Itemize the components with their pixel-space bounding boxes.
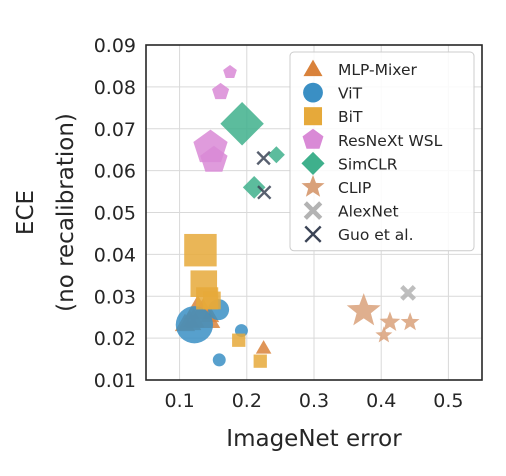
data-point <box>184 234 216 266</box>
x-tick-label: 0.1 <box>164 390 194 412</box>
data-point <box>223 65 237 78</box>
y-axis-label-line: (no recalibration) <box>53 113 79 312</box>
x-axis-label: ImageNet error <box>226 426 402 452</box>
y-axis-label: ECE (no recalibration) <box>13 113 79 312</box>
data-point <box>347 293 381 325</box>
legend-label: ViT <box>338 85 363 103</box>
y-tick-label: 0.07 <box>94 119 136 141</box>
y-tick-labels: 0.01 0.02 0.03 0.04 0.05 0.06 0.07 0.08 0.09 <box>94 35 136 392</box>
legend-label: CLIP <box>338 179 371 197</box>
data-point <box>232 334 245 347</box>
y-tick-label: 0.06 <box>94 161 136 183</box>
data-point <box>268 146 285 163</box>
x-tick-label: 0.2 <box>232 390 262 412</box>
series-clip <box>347 293 420 342</box>
legend-label: Guo et al. <box>338 226 414 244</box>
data-point <box>213 353 226 366</box>
legend-box <box>290 52 474 251</box>
legend-marker <box>303 83 323 103</box>
legend-label: ResNeXt WSL <box>338 132 443 150</box>
y-tick-label: 0.08 <box>94 77 136 99</box>
legend-marker <box>304 107 322 125</box>
data-point <box>254 355 267 368</box>
y-tick-label: 0.02 <box>94 328 136 350</box>
y-axis-label-line: ECE <box>13 190 39 235</box>
x-tick-label: 0.4 <box>366 390 396 412</box>
series-alexnet <box>402 287 415 300</box>
legend-label: SimCLR <box>338 155 398 173</box>
data-point <box>257 152 270 165</box>
y-tick-label: 0.04 <box>94 244 136 266</box>
data-point <box>176 306 213 343</box>
data-point <box>401 312 420 330</box>
legend-label: BiT <box>338 108 363 126</box>
legend-label: AlexNet <box>338 203 399 221</box>
x-tick-labels: 0.1 0.2 0.3 0.4 0.5 <box>164 390 463 412</box>
legend-label: MLP-Mixer <box>338 61 418 79</box>
y-tick-label: 0.03 <box>94 286 136 308</box>
y-tick-label: 0.05 <box>94 203 136 225</box>
data-point <box>220 102 263 145</box>
data-point <box>402 287 415 300</box>
data-point <box>256 340 272 354</box>
y-tick-label: 0.09 <box>94 35 136 57</box>
x-tick-label: 0.3 <box>299 390 329 412</box>
legend: MLP-Mixer ViT BiT ResNeXt WSL SimCLR CLIP Alex… <box>290 52 474 251</box>
data-point <box>380 311 401 331</box>
data-point <box>212 83 229 99</box>
series-simclr <box>220 102 285 199</box>
x-tick-label: 0.5 <box>433 390 463 412</box>
data-point <box>375 326 392 342</box>
y-tick-label: 0.01 <box>94 370 136 392</box>
data-point <box>203 292 221 310</box>
